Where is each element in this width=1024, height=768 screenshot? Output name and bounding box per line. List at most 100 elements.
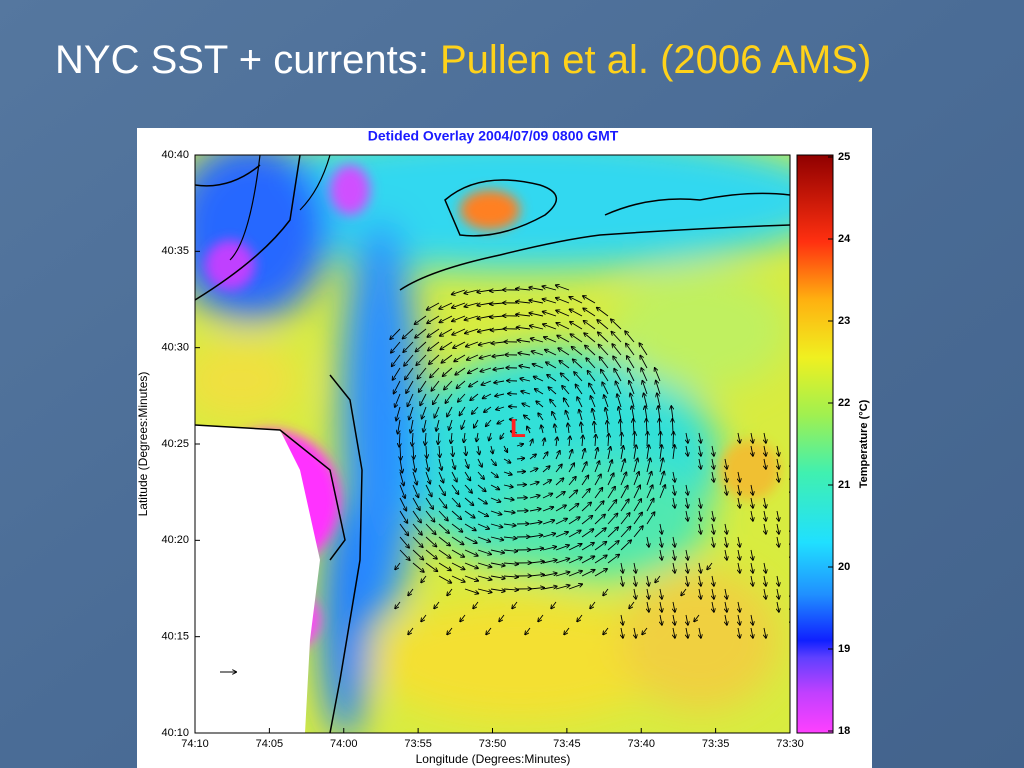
vector	[777, 536, 779, 547]
colorbar-label: Temperature (°C)	[858, 399, 870, 488]
vector	[492, 342, 505, 343]
vector	[621, 627, 623, 638]
vector	[725, 523, 727, 534]
vector	[699, 510, 701, 521]
vector	[458, 393, 466, 402]
vector	[438, 484, 445, 495]
vector	[442, 354, 453, 363]
vector	[529, 522, 542, 524]
vector	[451, 510, 461, 519]
vector	[751, 484, 753, 495]
y-tick-label: 40:10	[161, 727, 189, 739]
vector	[611, 332, 622, 343]
vector	[594, 528, 606, 538]
vector	[607, 555, 619, 564]
vector	[555, 492, 565, 499]
vector	[464, 536, 477, 543]
vector	[490, 549, 504, 553]
vector	[405, 367, 414, 379]
vector	[584, 321, 596, 330]
x-label: Longitude (Degrees:Minutes)	[416, 752, 571, 766]
vector	[545, 350, 557, 356]
vector	[633, 499, 641, 512]
vector	[399, 484, 405, 498]
vector	[556, 298, 570, 304]
colorbar-tick-label: 23	[838, 315, 850, 327]
colorbar-tick-label: 20	[838, 561, 850, 573]
vector	[572, 347, 583, 356]
vector	[542, 573, 557, 577]
vector	[699, 575, 701, 586]
vector	[568, 504, 579, 512]
vector	[751, 432, 753, 443]
vector	[449, 419, 453, 430]
vector	[607, 514, 617, 525]
vector	[673, 484, 675, 495]
vector	[425, 536, 436, 546]
vector	[660, 601, 662, 612]
vector	[529, 574, 544, 576]
vector	[521, 391, 531, 395]
vector	[751, 445, 753, 456]
vector	[583, 296, 596, 304]
vector	[412, 562, 424, 572]
vector	[602, 382, 609, 395]
vector	[738, 614, 740, 625]
vector	[777, 588, 779, 599]
vector	[412, 536, 423, 547]
vector	[499, 614, 505, 621]
vector	[634, 575, 636, 586]
vector	[647, 601, 649, 612]
vector	[555, 451, 560, 460]
vector	[412, 523, 422, 535]
vector	[617, 394, 622, 408]
vector	[673, 536, 675, 547]
vector	[634, 445, 636, 460]
vector	[542, 560, 557, 564]
vector	[568, 557, 582, 564]
vector	[452, 315, 466, 321]
vector	[764, 523, 766, 534]
vector	[529, 495, 540, 498]
vector	[555, 505, 566, 512]
vector	[496, 407, 505, 410]
vector	[613, 356, 622, 369]
vector	[459, 406, 466, 415]
vector	[460, 614, 466, 621]
vector	[447, 627, 453, 634]
vector	[428, 341, 440, 351]
vector	[440, 341, 453, 349]
vector	[439, 302, 453, 309]
vector	[673, 432, 674, 447]
vector	[477, 588, 492, 592]
vector	[777, 471, 779, 482]
vector	[625, 331, 635, 343]
vector	[556, 323, 570, 330]
vector	[438, 458, 442, 470]
vector	[671, 406, 673, 421]
vector	[529, 468, 538, 473]
vector	[455, 367, 466, 375]
vector	[417, 367, 427, 379]
vector	[464, 497, 473, 505]
vector	[725, 471, 727, 482]
vector	[529, 313, 544, 317]
vector	[620, 513, 630, 525]
vector	[444, 380, 453, 390]
vector	[490, 536, 503, 540]
vector	[529, 588, 544, 589]
vector	[751, 627, 753, 638]
vector	[594, 569, 607, 577]
vector	[712, 588, 714, 599]
vector	[465, 328, 479, 333]
vector	[503, 498, 514, 500]
vector	[738, 497, 740, 508]
vector	[547, 375, 557, 382]
vector	[434, 601, 440, 608]
vector	[555, 424, 556, 434]
vector	[725, 549, 727, 560]
vector	[490, 290, 505, 291]
vector	[712, 445, 714, 456]
vector	[725, 458, 727, 469]
vector	[738, 484, 740, 495]
